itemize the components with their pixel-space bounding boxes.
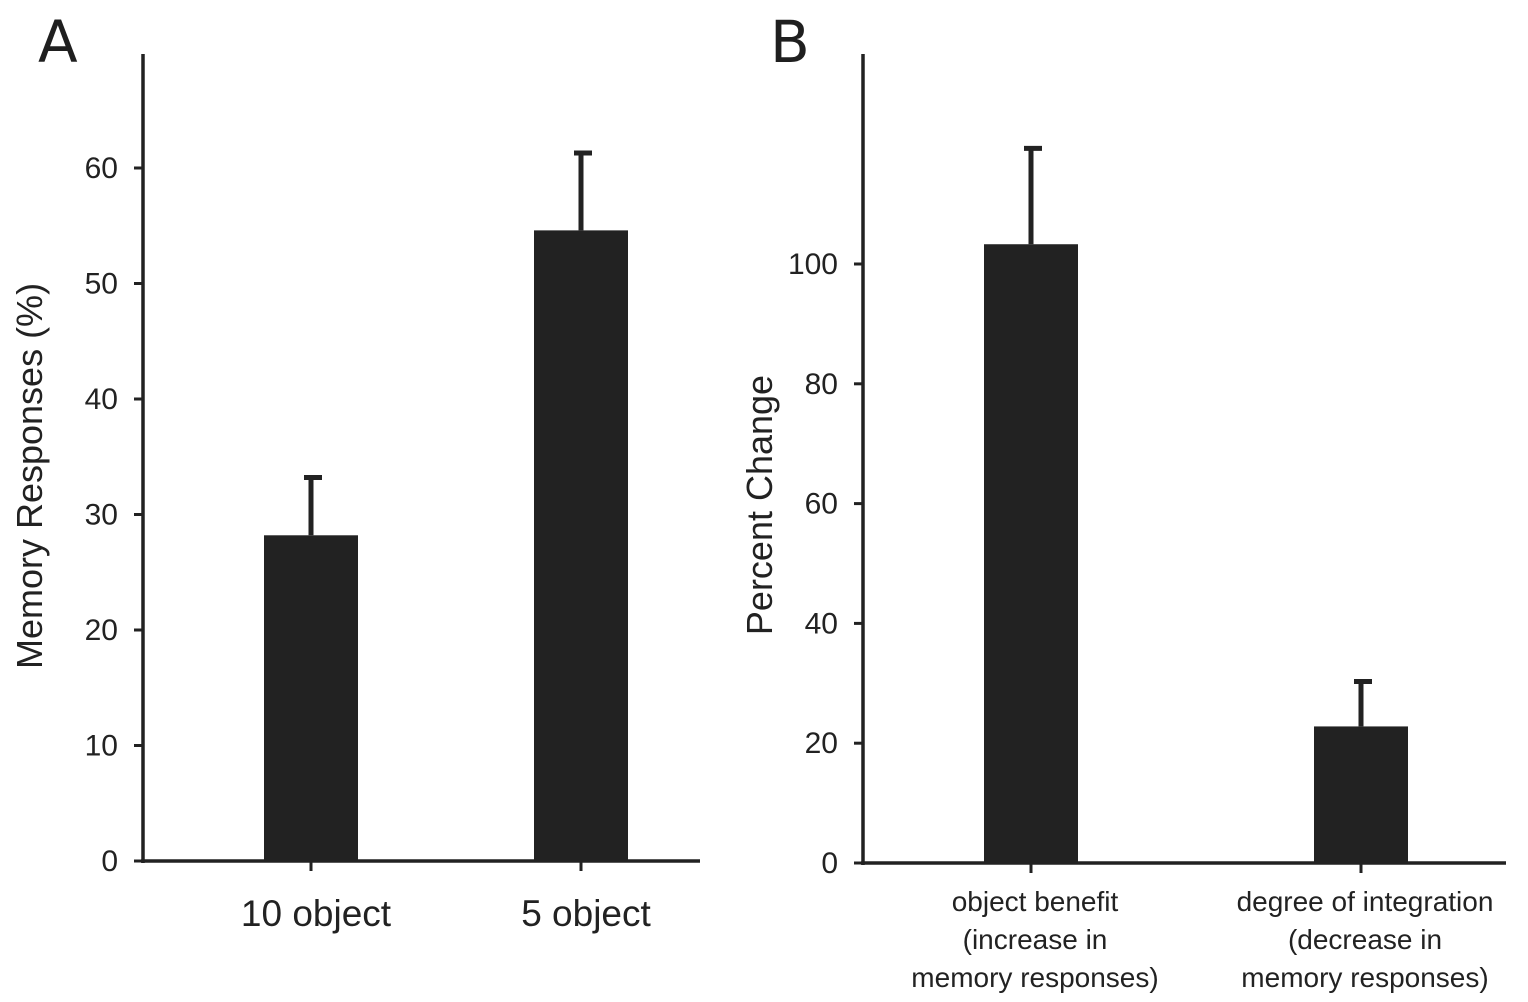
panel-b-category-label-1: (increase in — [963, 924, 1108, 955]
panel-b-category-label-2: memory responses) — [1241, 962, 1488, 993]
panel-a-y-tick-label: 0 — [101, 845, 118, 878]
panel-b-category-label-2: degree of integration — [1237, 886, 1494, 917]
panel-b-y-tick-label: 80 — [805, 368, 838, 401]
panel-a-category-label-2: 5 object — [521, 893, 651, 934]
panel-b-y-tick-label: 100 — [788, 248, 838, 281]
panel-b-category-label-2: (decrease in — [1288, 924, 1442, 955]
panel-a-chart: A 0 10 20 30 40 50 60 Memory Responses (%) 10 obj… — [9, 8, 700, 934]
panel-b-chart: B 0 20 40 60 80 100 Percent Change object benefi… — [739, 8, 1506, 993]
panel-b-letter: B — [770, 8, 810, 76]
panel-a-y-tick-label: 60 — [85, 152, 118, 185]
panel-a-bar-1 — [264, 535, 358, 861]
panel-b-bar-1 — [984, 244, 1078, 863]
panel-a-y-tick-label: 40 — [85, 383, 118, 416]
panel-b-y-tick-label: 40 — [805, 607, 838, 640]
panel-b-category-label-1: memory responses) — [911, 962, 1158, 993]
panel-b-category-label-1: object benefit — [952, 886, 1119, 917]
panel-a-y-tick-label: 50 — [85, 268, 118, 301]
panel-b-y-tick-label: 60 — [805, 488, 838, 521]
panel-b-y-tick-label: 20 — [805, 727, 838, 760]
panel-a-bar-2 — [534, 230, 628, 861]
panel-a-category-label-1: 10 object — [241, 893, 392, 934]
panel-b-y-tick-label: 0 — [821, 847, 838, 880]
panel-a-y-tick-label: 10 — [85, 730, 118, 763]
panel-b-y-axis-title: Percent Change — [739, 375, 780, 635]
panel-a-y-axis-title: Memory Responses (%) — [9, 283, 50, 669]
panel-a-y-tick-label: 20 — [85, 614, 118, 647]
panel-b-bar-2 — [1314, 726, 1408, 863]
panel-a-letter: A — [38, 8, 78, 76]
panel-a-y-tick-label: 30 — [85, 499, 118, 532]
